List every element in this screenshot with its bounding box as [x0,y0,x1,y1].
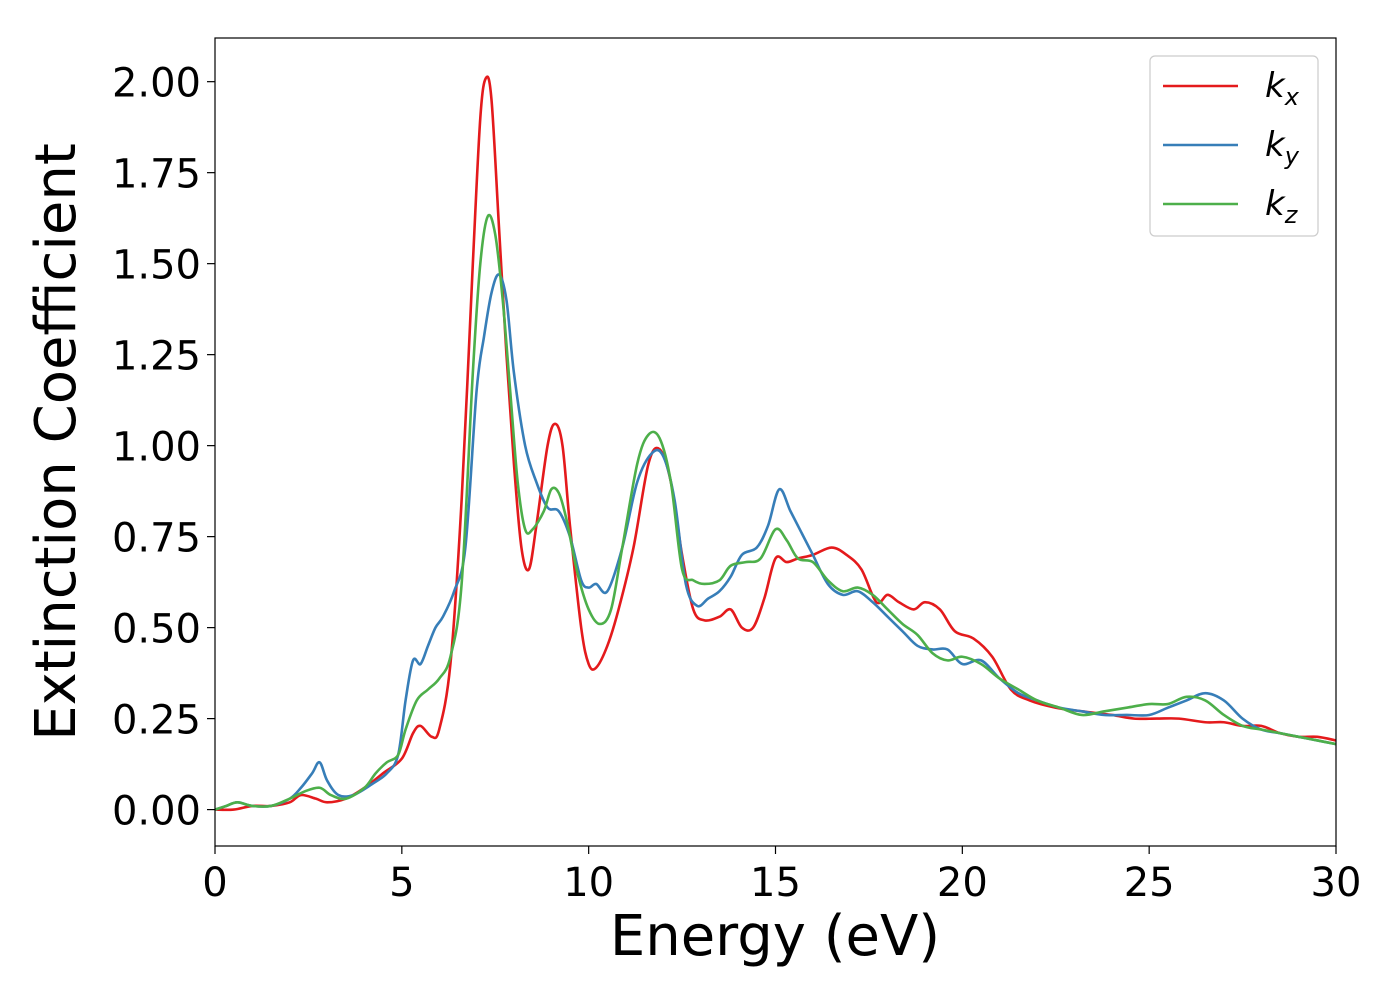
series-line-kz [215,213,1336,811]
y-tick-label: 0.25 [112,698,201,744]
y-tick-label: 1.50 [112,243,201,289]
y-tick-label: 1.75 [112,152,201,198]
plot-area [215,38,1336,846]
legend-label-sub: y [1284,142,1300,170]
legend-label-sub: z [1284,201,1299,229]
y-tick-label: 1.00 [112,425,201,471]
legend-label-main: k [1265,125,1286,165]
x-tick-label: 5 [389,860,414,906]
legend-label-main: k [1265,66,1286,106]
y-tick-label: 2.00 [112,61,201,107]
x-axis-label: Energy (eV) [610,904,940,969]
series-line-kx [215,75,1336,812]
legend-label-main: k [1265,184,1286,224]
legend-label: ky [1265,125,1300,170]
series-layer [215,75,1336,812]
y-tick-label: 1.25 [112,334,201,380]
x-tick-label: 20 [937,860,988,906]
legend-label: kx [1265,66,1300,111]
x-tick-label: 0 [202,860,227,906]
x-tick-label: 10 [563,860,614,906]
y-tick-label: 0.75 [112,516,201,562]
x-axis: 0 5 10 15 20 25 30 [202,846,1361,906]
y-axis: 0.00 0.25 0.50 0.75 1.00 1.25 1.50 1.75 2.00 [112,61,215,835]
x-tick-label: 15 [750,860,801,906]
y-tick-label: 0.50 [112,607,201,653]
legend-label-sub: x [1284,83,1300,111]
legend-label: kz [1265,184,1299,229]
x-tick-label: 30 [1311,860,1362,906]
x-tick-label: 25 [1124,860,1175,906]
y-axis-label: Extinction Coefficient [24,143,89,741]
y-tick-label: 0.00 [112,789,201,835]
